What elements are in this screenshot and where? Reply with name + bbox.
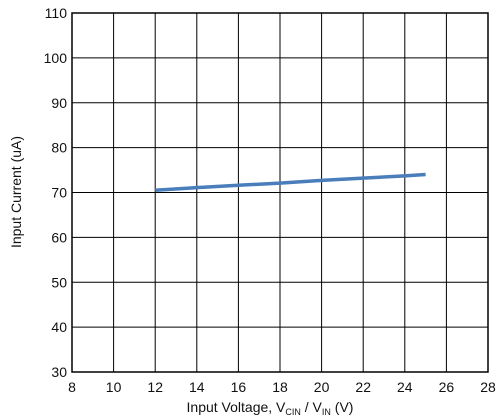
y-tick-label: 30: [51, 364, 67, 380]
x-tick-label: 20: [314, 379, 330, 395]
x-tick-labels: 8 10 12 14 16 18 20 22 24 26 28: [68, 379, 496, 395]
x-axis-title-sub-cin: CIN: [285, 407, 301, 417]
x-tick-label: 24: [397, 379, 413, 395]
x-axis-title-prefix: Input Voltage, V: [187, 399, 287, 415]
series-line: [155, 172, 426, 193]
x-axis-title-mid: / V: [301, 399, 323, 415]
grid-lines: [72, 13, 488, 372]
y-tick-label: 50: [51, 274, 67, 290]
x-tick-label: 18: [272, 379, 288, 395]
y-tick-label: 80: [51, 140, 67, 156]
x-axis-title-sub-in: IN: [322, 407, 331, 417]
x-tick-label: 16: [231, 379, 247, 395]
y-tick-label: 70: [51, 185, 67, 201]
x-tick-label: 12: [147, 379, 163, 395]
series-layer: [155, 172, 426, 193]
y-tick-label: 90: [51, 95, 67, 111]
y-tick-labels: 30 40 50 60 70 80 90 100 110: [44, 5, 68, 380]
x-tick-label: 22: [355, 379, 371, 395]
y-tick-label: 100: [44, 50, 68, 66]
y-tick-label: 40: [51, 319, 67, 335]
x-axis-title: Input Voltage, VCIN / VIN (V): [187, 399, 354, 417]
x-tick-label: 26: [439, 379, 455, 395]
x-tick-label: 10: [106, 379, 122, 395]
x-tick-label: 8: [68, 379, 76, 395]
x-tick-label: 14: [189, 379, 205, 395]
x-axis-title-suffix: (V): [331, 399, 354, 415]
y-tick-label: 110: [45, 5, 68, 21]
y-axis-title: Input Current (uA): [8, 136, 24, 248]
x-tick-label: 28: [480, 379, 496, 395]
y-tick-label: 60: [51, 229, 67, 245]
plot-frame: [71, 12, 489, 373]
